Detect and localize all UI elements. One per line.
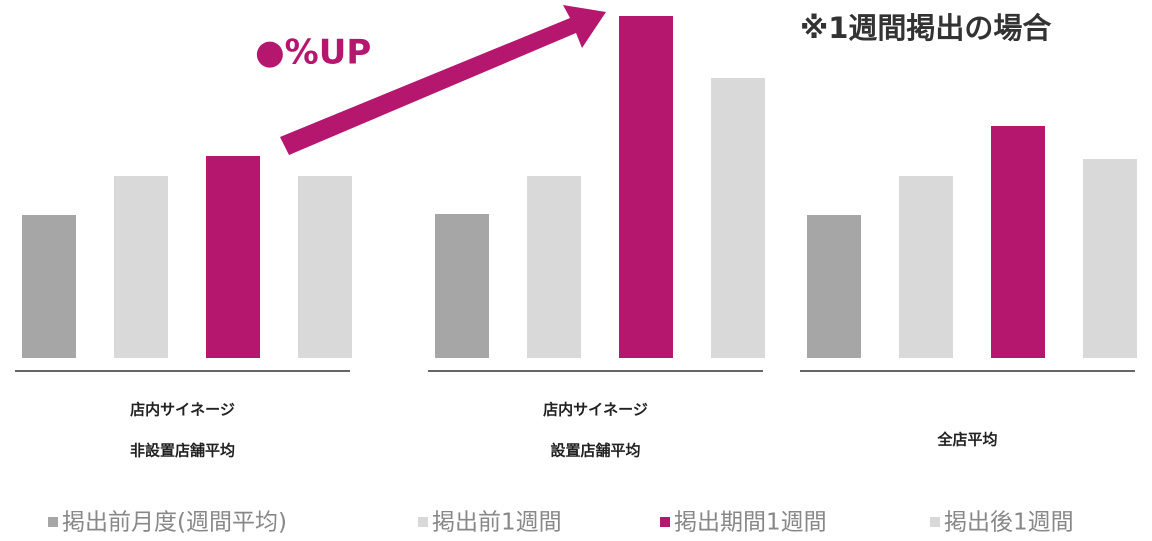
legend-swatch [660,517,670,527]
legend-label: 掲出前1週間 [432,510,562,536]
bar [527,176,581,358]
category-label: 全店平均 [936,431,997,449]
bar [807,215,861,358]
legend-swatch [48,517,58,527]
bar [114,176,168,358]
legend-swatch [930,517,940,527]
up-arrow [280,5,606,155]
category-label: 店内サイネージ [543,401,648,419]
bar [991,126,1045,358]
legend-swatch [418,517,428,527]
bar [899,176,953,358]
legend-label: 掲出期間1週間 [674,510,827,536]
bar [619,16,673,358]
category-label: 店内サイネージ [130,401,235,419]
category-label: 設置店舗平均 [550,442,640,460]
legend-label: 掲出後1週間 [944,510,1074,536]
bar [206,156,260,358]
bar [22,215,76,358]
annotation: ●%UP [255,33,371,73]
category-label: 非設置店舗平均 [130,442,235,460]
annotation: ※1週間掲出の場合 [800,11,1051,45]
legend-label: 掲出前月度(週間平均) [62,510,287,536]
bar [435,214,489,358]
bar [298,176,352,358]
bar [711,78,765,358]
bar [1083,159,1137,358]
